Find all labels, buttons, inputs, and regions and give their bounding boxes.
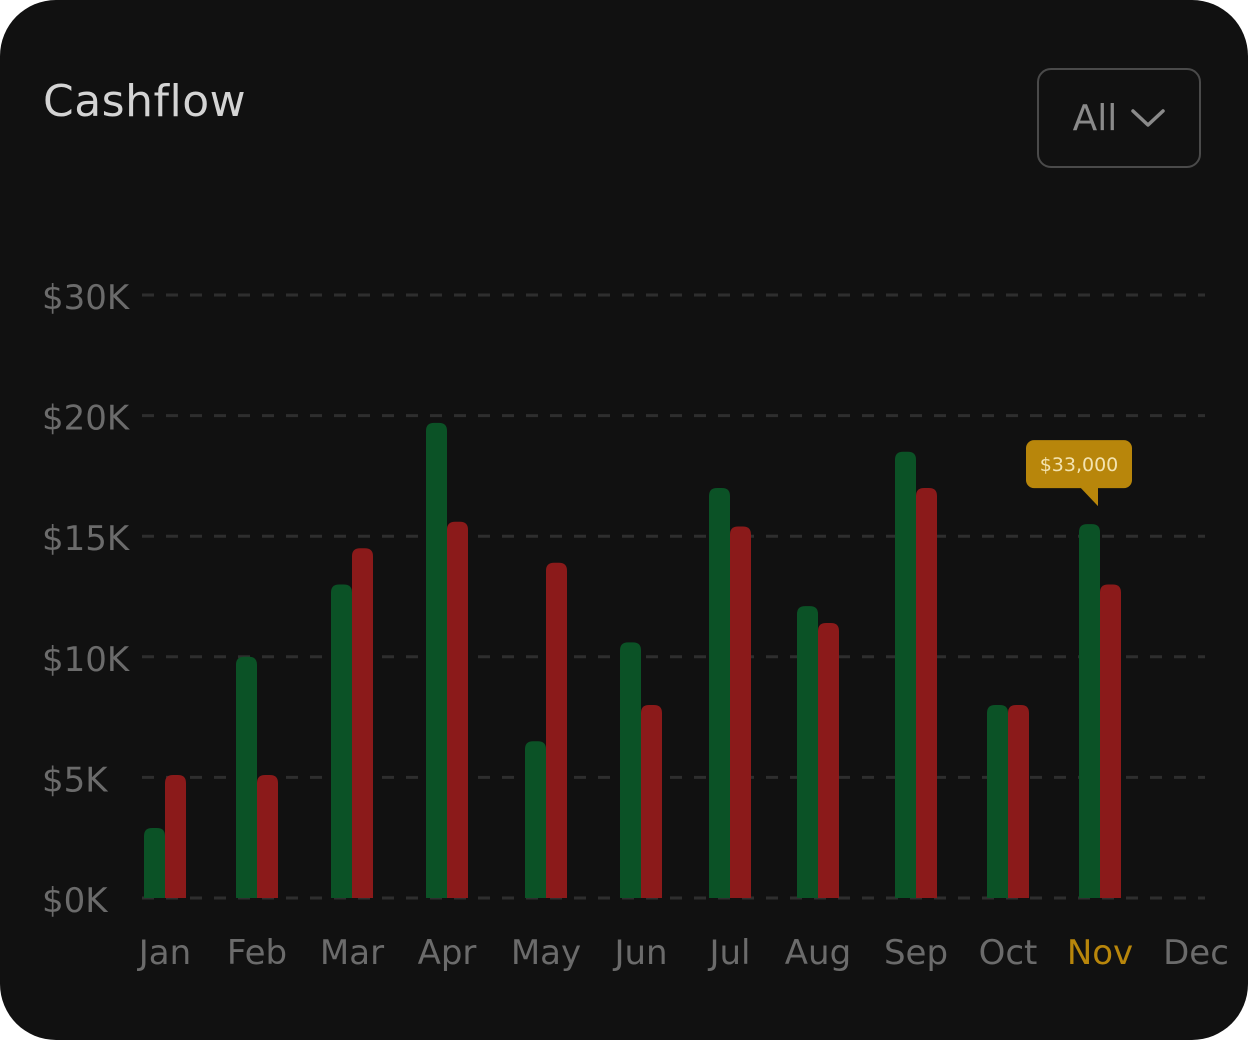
x-tick-label-jun[interactable]: Jun: [612, 933, 667, 973]
expense-bar-feb[interactable]: [257, 774, 278, 898]
income-bar-jul[interactable]: [709, 487, 730, 898]
x-tick-label-jul[interactable]: Jul: [707, 933, 750, 973]
expense-bar-jul[interactable]: [730, 526, 751, 898]
expense-bar-aug[interactable]: [818, 623, 839, 898]
card-title: Cashflow: [43, 76, 247, 127]
x-tick-label-may[interactable]: May: [511, 933, 581, 973]
filter-label: All: [1072, 97, 1118, 139]
expense-bar-oct[interactable]: [1008, 705, 1029, 898]
income-bar-mar[interactable]: [331, 584, 352, 898]
x-tick-label-apr[interactable]: Apr: [418, 933, 477, 973]
income-bar-apr[interactable]: [426, 422, 447, 898]
y-tick-label: $15K: [42, 519, 131, 559]
y-tick-label: $30K: [42, 278, 131, 318]
period-filter-dropdown[interactable]: All: [1037, 68, 1201, 168]
income-bar-oct[interactable]: [987, 705, 1008, 898]
income-bar-jan[interactable]: [144, 828, 165, 898]
x-tick-label-sep[interactable]: Sep: [884, 933, 948, 973]
income-bar-nov[interactable]: [1079, 524, 1100, 898]
expense-bar-sep[interactable]: [916, 487, 937, 898]
tooltip-text: $33,000: [1040, 454, 1119, 476]
expense-bar-mar[interactable]: [352, 548, 373, 898]
y-tick-label: $10K: [42, 640, 131, 680]
y-tick-label: $5K: [42, 760, 109, 800]
x-tick-label-feb[interactable]: Feb: [227, 933, 287, 973]
x-tick-label-jan[interactable]: Jan: [137, 933, 191, 973]
income-bar-aug[interactable]: [797, 606, 818, 898]
x-tick-label-oct[interactable]: Oct: [979, 933, 1038, 973]
expense-bar-nov[interactable]: [1100, 584, 1121, 898]
x-tick-label-aug[interactable]: Aug: [785, 933, 851, 973]
tooltip-box: [1026, 440, 1132, 489]
y-tick-label: $0K: [42, 881, 109, 921]
income-bar-jun[interactable]: [620, 642, 641, 898]
value-tooltip: $33,000: [1026, 440, 1132, 507]
expense-bar-jan[interactable]: [165, 774, 186, 898]
y-tick-label: $20K: [42, 399, 131, 439]
income-bar-sep[interactable]: [895, 451, 916, 898]
tooltip-pointer: [1080, 487, 1098, 507]
expense-bar-jun[interactable]: [641, 705, 662, 898]
expense-bar-may[interactable]: [546, 562, 567, 898]
income-bar-feb[interactable]: [236, 656, 257, 898]
income-bar-may[interactable]: [525, 741, 546, 898]
x-tick-label-nov[interactable]: Nov: [1067, 933, 1133, 973]
x-tick-label-mar[interactable]: Mar: [320, 933, 384, 973]
chevron-down-icon: [1131, 108, 1166, 128]
expense-bar-apr[interactable]: [447, 521, 468, 898]
x-tick-label-dec[interactable]: Dec: [1163, 933, 1229, 973]
